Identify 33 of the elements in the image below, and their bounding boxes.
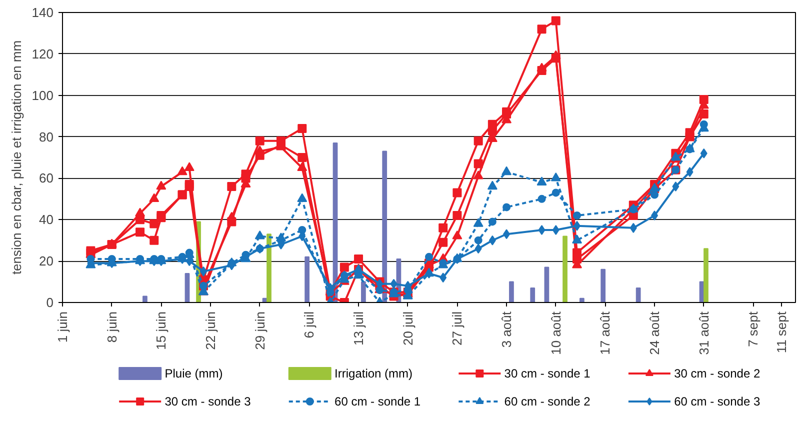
x-tick-label: 8 juin xyxy=(104,312,120,343)
legend-label: 30 cm - sonde 1 xyxy=(504,366,591,380)
y-tick-label: 140 xyxy=(32,5,54,20)
y-tick-label: 100 xyxy=(32,88,54,103)
x-tick-label: 11 sept xyxy=(774,311,789,354)
x-tick-label: 20 juil xyxy=(400,311,416,346)
y-tick-label: 20 xyxy=(39,254,54,269)
legend-label: 60 cm - sonde 1 xyxy=(334,394,421,408)
y-tick-label: 60 xyxy=(39,170,54,186)
x-tick-label: 3 août xyxy=(499,311,514,348)
legend-label: 60 cm - sonde 2 xyxy=(504,394,591,408)
x-tick-label: 29 juin xyxy=(252,311,268,350)
legend-label: Pluie (mm) xyxy=(164,366,223,380)
y-tick-label: 80 xyxy=(39,129,54,144)
legend-label: Irrigation (mm) xyxy=(334,366,413,380)
x-tick-label: 31 août xyxy=(696,311,712,355)
x-tick-label: 7 sept xyxy=(746,311,761,347)
x-tick-label: 13 juil xyxy=(351,311,366,346)
y-axis-title: tension en cbar, pluie et irrigation en mm xyxy=(8,40,24,275)
x-tick-label: 24 août xyxy=(647,311,662,355)
legend-label: 30 cm - sonde 2 xyxy=(674,366,760,380)
x-tick-label: 27 juil xyxy=(450,311,465,346)
x-tick-label: 10 août xyxy=(548,311,564,355)
x-tick-label: 6 juil xyxy=(302,311,317,338)
y-tick-label: 120 xyxy=(32,46,54,62)
legend-label: 30 cm - sonde 3 xyxy=(164,394,252,408)
legend-label: 60 cm - sonde 3 xyxy=(674,394,760,408)
x-tick-label: 17 août xyxy=(598,311,613,355)
x-tick-label: 22 juin xyxy=(203,311,218,350)
x-tick-label: 1 juin xyxy=(55,312,70,343)
y-tick-label: 0 xyxy=(46,295,54,310)
x-tick-label: 15 juin xyxy=(154,311,169,350)
y-tick-label: 40 xyxy=(39,212,54,228)
